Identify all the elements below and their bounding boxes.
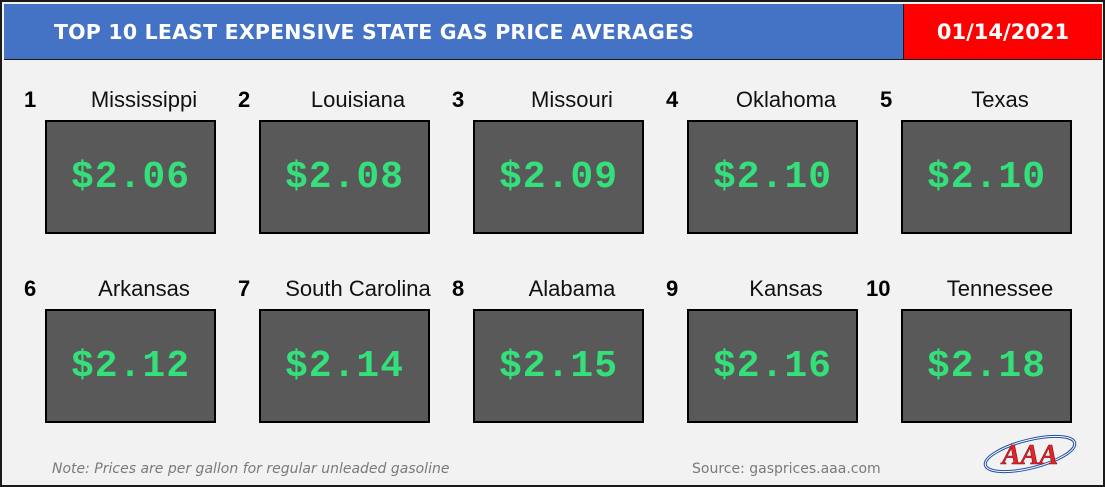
rank-number: 1 [24,87,37,112]
state-card: 10 Tennessee $2.18 [866,275,1081,435]
state-name: Missouri [531,87,613,112]
state-card: 8 Alabama $2.15 [452,275,667,435]
rank-number: 3 [452,87,465,112]
price-box: $2.10 [901,120,1072,234]
state-name: Texas [971,87,1029,112]
source-text: Source: gasprices.aaa.com [692,461,881,477]
rank-number: 6 [24,276,37,301]
price-value: $2.06 [70,155,191,199]
state-name: South Carolina [285,276,431,301]
price-value: $2.10 [926,155,1047,199]
price-box: $2.16 [687,309,858,423]
price-value: $2.10 [712,155,833,199]
rank-number: 8 [452,276,465,301]
rank-number: 5 [880,87,893,112]
logo-text: AAA [1000,440,1058,471]
state-name: Tennessee [946,276,1054,301]
header: TOP 10 LEAST EXPENSIVE STATE GAS PRICE A… [4,4,1102,60]
state-name: Alabama [528,276,616,301]
state-name: Arkansas [98,276,190,301]
state-name: Louisiana [310,87,406,112]
price-value: $2.09 [498,155,619,199]
aaa-logo: AAA [983,434,1077,474]
state-card: 1 Mississippi $2.06 [24,86,239,246]
rank-number: 10 [866,276,891,301]
date-badge: 01/14/2021 [904,4,1102,60]
price-value: $2.18 [926,344,1047,388]
state-card: 3 Missouri $2.09 [452,86,667,246]
price-value: $2.12 [70,344,191,388]
price-value: $2.15 [498,344,619,388]
rank-number: 4 [666,87,679,112]
price-box: $2.09 [473,120,644,234]
price-box: $2.18 [901,309,1072,423]
state-card: 9 Kansas $2.16 [666,275,881,435]
price-box: $2.12 [45,309,216,423]
rank-number: 2 [238,87,251,112]
state-card: 4 Oklahoma $2.10 [666,86,881,246]
price-box: $2.06 [45,120,216,234]
price-value: $2.08 [284,155,405,199]
price-box: $2.08 [259,120,430,234]
price-value: $2.16 [712,344,833,388]
state-name: Oklahoma [735,87,837,112]
price-box: $2.10 [687,120,858,234]
state-name: Kansas [749,276,823,301]
price-box: $2.14 [259,309,430,423]
footnote: Note: Prices are per gallon for regular … [52,461,450,477]
rank-number: 9 [666,276,679,301]
state-card: 7 South Carolina $2.14 [238,275,453,435]
price-box: $2.15 [473,309,644,423]
price-value: $2.14 [284,344,405,388]
page-title: TOP 10 LEAST EXPENSIVE STATE GAS PRICE A… [4,4,904,60]
state-card: 2 Louisiana $2.08 [238,86,453,246]
rank-number: 7 [238,276,251,301]
state-card: 6 Arkansas $2.12 [24,275,239,435]
state-name: Mississippi [90,87,198,112]
state-card: 5 Texas $2.10 [880,86,1095,246]
